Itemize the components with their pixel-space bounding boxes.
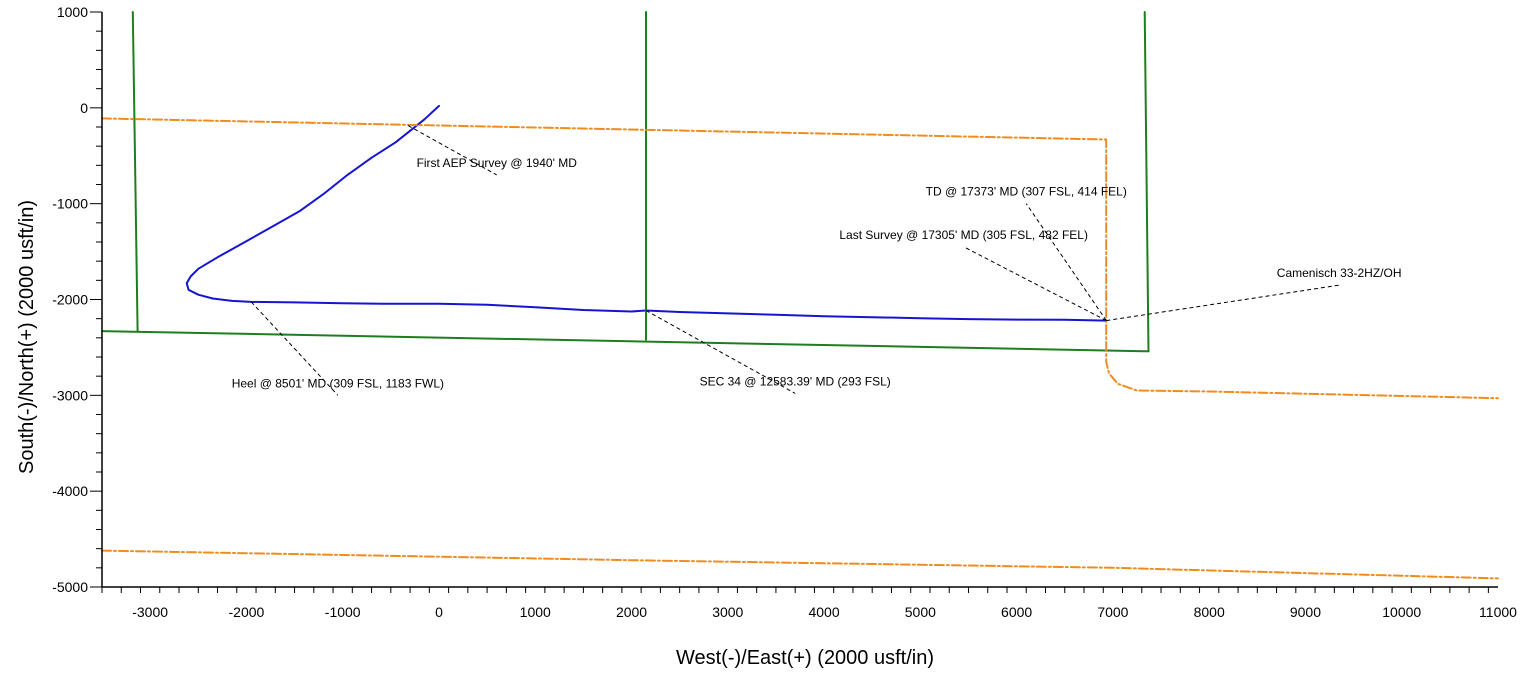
- y-axis-title: South(-)/North(+) (2000 usft/in): [16, 200, 38, 474]
- annotation-leader-5: [250, 301, 339, 396]
- annotation-label-2: TD @ 17373' MD (307 FSL, 414 FEL): [926, 185, 1127, 199]
- x-tick-label: 5000: [905, 604, 936, 620]
- annotation-label-6: SEC 34 @ 12583.39' MD (293 FSL): [700, 374, 891, 388]
- x-tick-label: 11000: [1479, 604, 1517, 620]
- x-tick-label: 2000: [616, 604, 647, 620]
- annotation-leader-1: [407, 125, 497, 176]
- annotation-label-5: Heel @ 8501' MD (309 FSL, 1183 FWL): [232, 376, 444, 390]
- x-tick-label: -3000: [132, 604, 168, 620]
- section-line-4: [101, 330, 1150, 353]
- x-tick-label: 6000: [1001, 604, 1032, 620]
- x-tick-label: 4000: [808, 604, 839, 620]
- section-line-3: [1143, 11, 1150, 353]
- x-tick-label: 0: [435, 604, 443, 620]
- wellpath-line: [185, 104, 1108, 322]
- x-tick-label: 8000: [1194, 604, 1225, 620]
- annotation-leader-6: [645, 310, 796, 394]
- y-tick-label: -1000: [52, 196, 88, 212]
- x-tick-label: 1000: [520, 604, 551, 620]
- annotation-label-1: First AEP Survey @ 1940' MD: [417, 156, 578, 170]
- y-tick-label: -4000: [52, 483, 88, 499]
- axes: -3000 -2000 -1000 0 1000 2000 3000 4000 5000 6000…: [52, 4, 1517, 620]
- x-tick-label: 10000: [1382, 604, 1421, 620]
- annotation-label-4: Camenisch 33-2HZ/OH: [1277, 266, 1402, 280]
- x-tick-label: 7000: [1097, 604, 1128, 620]
- x-tick-label: -1000: [325, 604, 361, 620]
- y-tick-label: -2000: [52, 292, 88, 308]
- x-axis-title: West(-)/East(+) (2000 usft/in): [676, 647, 934, 669]
- lease-line-1: [101, 117, 1499, 400]
- x-tick-label: 9000: [1290, 604, 1321, 620]
- annotation-group: First AEP Survey @ 1940' MD TD @ 17373' M…: [232, 125, 1402, 396]
- y-tick-label: -5000: [52, 579, 88, 595]
- lease-line-2: [101, 549, 1499, 580]
- y-tick-label: -3000: [52, 387, 88, 403]
- y-tick-label: 0: [80, 100, 88, 116]
- annotation-leader-3: [963, 246, 1107, 322]
- x-tick-label: 3000: [712, 604, 743, 620]
- y-tick-label: 1000: [57, 4, 88, 20]
- annotation-leader-4: [1106, 284, 1340, 322]
- annotation-leader-2: [1025, 203, 1107, 321]
- plot-series: [101, 11, 1499, 580]
- annotation-label-3: Last Survey @ 17305' MD (305 FSL, 482 FE…: [839, 228, 1088, 242]
- section-line-1: [131, 11, 139, 333]
- x-tick-label: -2000: [229, 604, 265, 620]
